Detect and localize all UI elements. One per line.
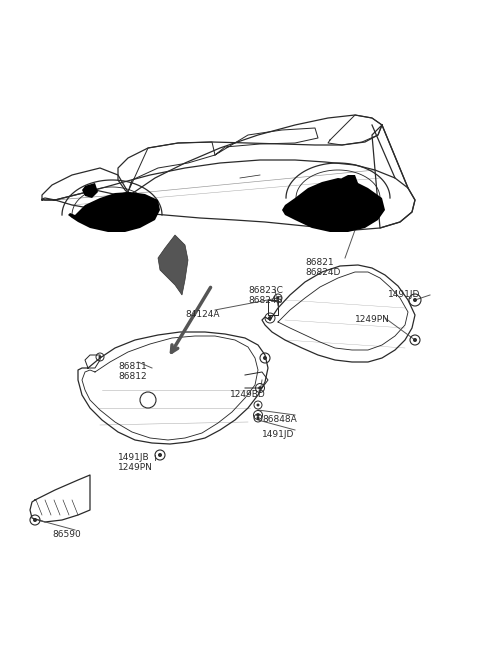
Text: 1491JB
1249PN: 1491JB 1249PN: [118, 453, 153, 472]
Text: 1249BD: 1249BD: [230, 390, 266, 399]
Polygon shape: [158, 235, 188, 295]
Text: 86811
86812: 86811 86812: [118, 362, 147, 381]
Circle shape: [98, 356, 101, 358]
Text: 1249PN: 1249PN: [355, 315, 390, 324]
Text: 86848A: 86848A: [262, 415, 297, 424]
Text: 1491JD: 1491JD: [262, 430, 294, 439]
Polygon shape: [282, 178, 385, 232]
Text: 84124A: 84124A: [185, 310, 219, 319]
Circle shape: [263, 356, 267, 360]
Text: 86823C
86824B: 86823C 86824B: [248, 286, 283, 305]
Text: 86590: 86590: [52, 530, 81, 539]
Circle shape: [33, 518, 37, 522]
Polygon shape: [68, 192, 160, 232]
Circle shape: [258, 386, 262, 390]
Circle shape: [158, 453, 162, 457]
Circle shape: [256, 413, 260, 417]
Circle shape: [413, 298, 417, 302]
Circle shape: [256, 403, 260, 407]
Polygon shape: [338, 175, 358, 195]
Text: 86821
86824D: 86821 86824D: [305, 258, 340, 278]
Circle shape: [268, 316, 272, 320]
Circle shape: [276, 297, 279, 299]
Polygon shape: [82, 183, 98, 198]
Circle shape: [256, 417, 260, 419]
Text: 1491JD: 1491JD: [388, 290, 420, 299]
Circle shape: [413, 338, 417, 342]
